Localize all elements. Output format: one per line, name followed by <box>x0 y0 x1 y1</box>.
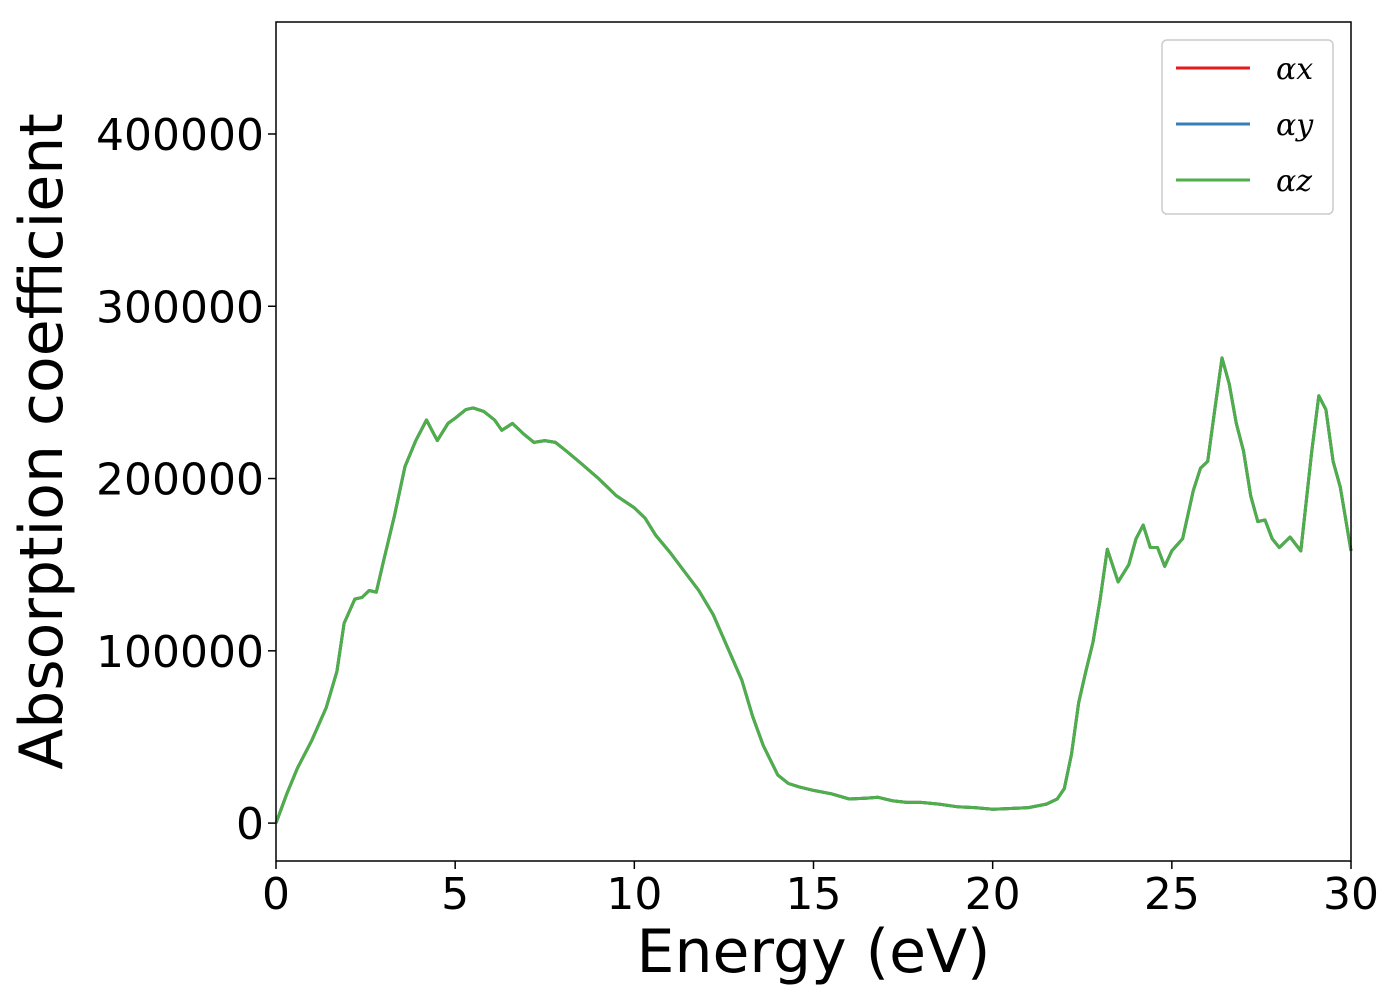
series-line-2 <box>274 356 1353 824</box>
plot-area-frame <box>275 21 1352 862</box>
y-tick-label: 0 <box>236 799 264 850</box>
x-axis-ticks: 0 5 10 15 20 25 30 <box>262 861 1379 920</box>
x-tick-label: 5 <box>441 869 469 920</box>
x-tick-label: 15 <box>786 869 842 920</box>
x-tick-label: 25 <box>1144 869 1200 920</box>
x-tick-label: 0 <box>262 869 290 920</box>
x-axis-title: Energy (eV) <box>637 917 991 987</box>
y-tick-label: 400000 <box>96 110 264 161</box>
legend-label: αx <box>1276 52 1313 87</box>
y-axis-title: Absorption coefficient <box>7 113 77 770</box>
legend-label: αz <box>1276 164 1312 199</box>
y-axis-ticks: 0 100000 200000 300000 400000 <box>96 110 276 850</box>
legend: αx αy αz <box>1161 39 1334 215</box>
series-lines <box>274 356 1353 824</box>
x-tick-label: 20 <box>965 869 1021 920</box>
y-tick-label: 100000 <box>96 627 264 678</box>
legend-label: αy <box>1276 108 1314 143</box>
x-tick-label: 10 <box>606 869 662 920</box>
series-line-1 <box>274 356 1353 824</box>
y-tick-label: 300000 <box>96 282 264 333</box>
y-tick-label: 200000 <box>96 455 264 506</box>
series-line-0 <box>274 356 1353 824</box>
legend-frame <box>1161 39 1334 215</box>
x-tick-label: 30 <box>1323 869 1379 920</box>
